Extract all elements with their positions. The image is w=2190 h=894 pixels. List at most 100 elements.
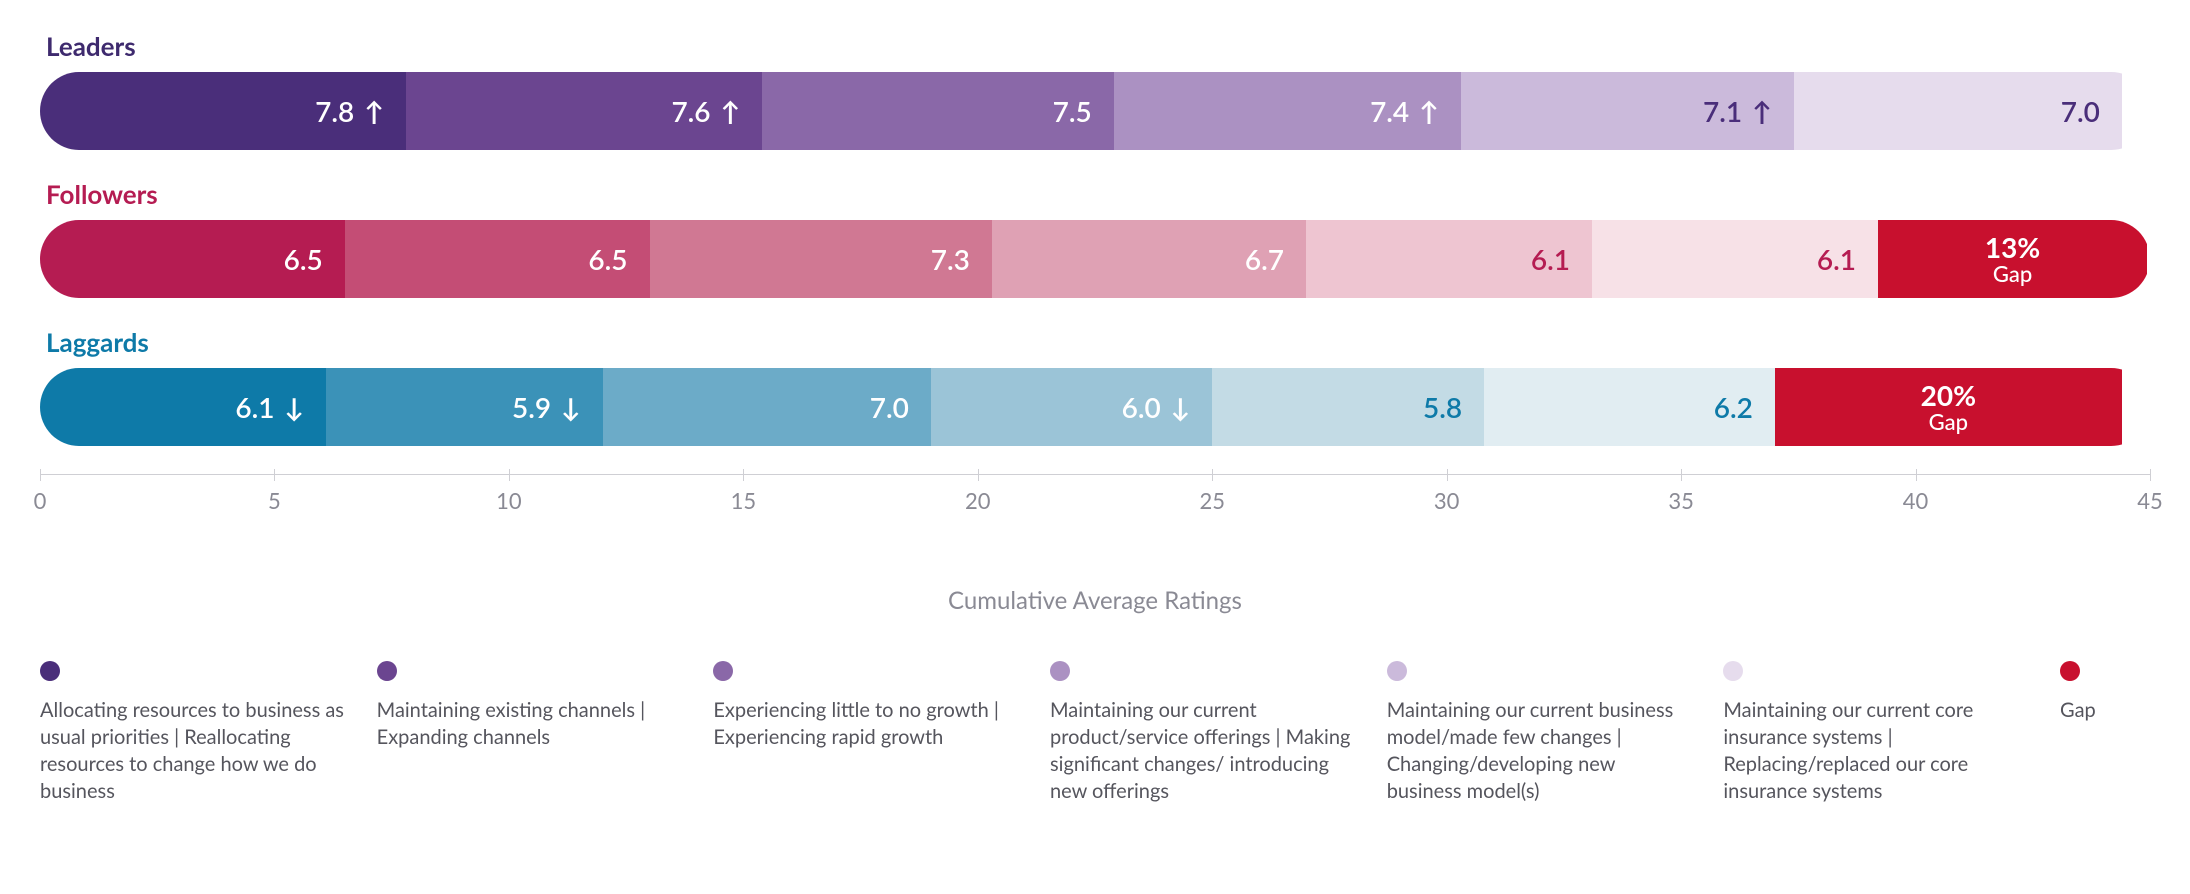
axis-tick [1212, 469, 1213, 481]
series-label-leaders: Leaders [46, 30, 2150, 62]
legend-swatch-icon [1387, 661, 1407, 681]
legend-swatch-icon [1723, 661, 1743, 681]
axis-tick-label: 15 [731, 487, 757, 514]
legend-item-5: Maintaining our current core insurance s… [1723, 661, 2030, 805]
segment-value: 7.1 [1703, 94, 1742, 128]
series-followers: Followers 6.5 6.5 7.3 6.7 6.1 6.1 13%Gap [40, 178, 2150, 298]
segment-value: 6.1 [235, 390, 274, 424]
legend-swatch-icon [1050, 661, 1070, 681]
legend-swatch-icon [40, 661, 60, 681]
axis-tick [743, 469, 744, 481]
axis-tick-label: 0 [34, 487, 47, 514]
legend-swatch-icon [713, 661, 733, 681]
gap-label: Gap [1993, 262, 2032, 285]
segment-followers-3: 6.7 [992, 220, 1306, 298]
arrow-down-icon: ↓ [561, 391, 581, 423]
legend-item-1: Maintaining existing channels | Expandin… [377, 661, 684, 805]
series-label-followers: Followers [46, 178, 2150, 210]
legend-swatch-icon [2060, 661, 2080, 681]
axis-tick-label: 25 [1199, 487, 1225, 514]
axis-tick [1447, 469, 1448, 481]
segment-followers-2: 7.3 [650, 220, 992, 298]
segment-value: 5.8 [1423, 390, 1462, 424]
series-label-laggards: Laggards [46, 326, 2150, 358]
axis-tick-label: 5 [268, 487, 281, 514]
segment-value: 6.0 [1122, 390, 1161, 424]
segment-leaders-5: 7.0 [1794, 72, 2122, 150]
gap-segment-followers: 13%Gap [1878, 220, 2147, 298]
legend-text: Maintaining our current business model/m… [1387, 697, 1694, 805]
segment-laggards-0: 6.1 ↓ [40, 368, 326, 446]
axis-tick-label: 40 [1903, 487, 1929, 514]
segment-value: 6.1 [1817, 242, 1856, 276]
segment-leaders-3: 7.4 ↑ [1114, 72, 1461, 150]
segment-laggards-3: 6.0 ↓ [931, 368, 1212, 446]
axis-tick-label: 30 [1434, 487, 1460, 514]
segment-value: 7.6 [671, 94, 710, 128]
arrow-down-icon: ↓ [1171, 391, 1191, 423]
bar-row-followers: 6.5 6.5 7.3 6.7 6.1 6.1 13%Gap [40, 220, 2150, 298]
segment-value: 7.8 [315, 94, 354, 128]
legend-text: Gap [2060, 697, 2150, 724]
axis-tick-label: 10 [496, 487, 522, 514]
cumulative-ratings-chart: Leaders 7.8 ↑ 7.6 ↑ 7.5 7.4 ↑ 7.1 ↑ 7.0 Followers 6.… [40, 30, 2150, 805]
legend-text: Experiencing little to no growth | Exper… [713, 697, 1020, 751]
segment-laggards-1: 5.9 ↓ [326, 368, 603, 446]
axis-tick-label: 35 [1668, 487, 1694, 514]
series-leaders: Leaders 7.8 ↑ 7.6 ↑ 7.5 7.4 ↑ 7.1 ↑ 7.0 [40, 30, 2150, 150]
segment-laggards-2: 7.0 [603, 368, 931, 446]
legend-item-4: Maintaining our current business model/m… [1387, 661, 1694, 805]
legend-item-2: Experiencing little to no growth | Exper… [713, 661, 1020, 805]
arrow-down-icon: ↓ [285, 391, 305, 423]
legend-item-0: Allocating resources to business as usua… [40, 661, 347, 805]
legend: Allocating resources to business as usua… [40, 661, 2150, 805]
segment-followers-1: 6.5 [345, 220, 650, 298]
axis-tick [274, 469, 275, 481]
segment-value: 7.0 [870, 390, 909, 424]
segment-followers-4: 6.1 [1306, 220, 1592, 298]
x-axis: 051015202530354045 [40, 474, 2150, 528]
bar-row-laggards: 6.1 ↓ 5.9 ↓ 7.0 6.0 ↓ 5.8 6.2 20%Gap [40, 368, 2150, 446]
series-container: Leaders 7.8 ↑ 7.6 ↑ 7.5 7.4 ↑ 7.1 ↑ 7.0 Followers 6.… [40, 30, 2150, 446]
axis-tick-label: 45 [2137, 487, 2163, 514]
axis-tick [509, 469, 510, 481]
segment-leaders-4: 7.1 ↑ [1461, 72, 1794, 150]
gap-percent: 13% [1985, 233, 2040, 262]
segment-value: 6.5 [284, 242, 323, 276]
axis-tick [40, 469, 41, 481]
segment-value: 6.7 [1245, 242, 1284, 276]
segment-value: 5.9 [512, 390, 551, 424]
segment-leaders-0: 7.8 ↑ [40, 72, 406, 150]
legend-item-6: Gap [2060, 661, 2150, 805]
segment-value: 7.5 [1053, 94, 1092, 128]
arrow-up-icon: ↑ [1419, 95, 1439, 127]
segment-leaders-2: 7.5 [762, 72, 1114, 150]
legend-swatch-icon [377, 661, 397, 681]
series-laggards: Laggards 6.1 ↓ 5.9 ↓ 7.0 6.0 ↓ 5.8 6.2 20%Gap [40, 326, 2150, 446]
segment-value: 7.3 [931, 242, 970, 276]
legend-item-3: Maintaining our current product/service … [1050, 661, 1357, 805]
arrow-up-icon: ↑ [1752, 95, 1772, 127]
segment-followers-5: 6.1 [1592, 220, 1878, 298]
segment-value: 6.5 [588, 242, 627, 276]
gap-percent: 20% [1921, 381, 1976, 410]
axis-tick [1916, 469, 1917, 481]
segment-value: 7.0 [2061, 94, 2100, 128]
axis-title: Cumulative Average Ratings [40, 586, 2150, 615]
segment-laggards-5: 6.2 [1484, 368, 1775, 446]
axis-tick [2150, 469, 2151, 481]
axis-tick [1681, 469, 1682, 481]
segment-laggards-4: 5.8 [1212, 368, 1484, 446]
legend-text: Allocating resources to business as usua… [40, 697, 347, 805]
gap-label: Gap [1929, 410, 1968, 433]
arrow-up-icon: ↑ [721, 95, 741, 127]
legend-text: Maintaining our current core insurance s… [1723, 697, 2030, 805]
legend-text: Maintaining existing channels | Expandin… [377, 697, 684, 751]
segment-value: 6.1 [1531, 242, 1570, 276]
legend-text: Maintaining our current product/service … [1050, 697, 1357, 805]
segment-value: 7.4 [1370, 94, 1409, 128]
arrow-up-icon: ↑ [364, 95, 384, 127]
axis-tick-label: 20 [965, 487, 991, 514]
axis-tick [978, 469, 979, 481]
bar-row-leaders: 7.8 ↑ 7.6 ↑ 7.5 7.4 ↑ 7.1 ↑ 7.0 [40, 72, 2150, 150]
